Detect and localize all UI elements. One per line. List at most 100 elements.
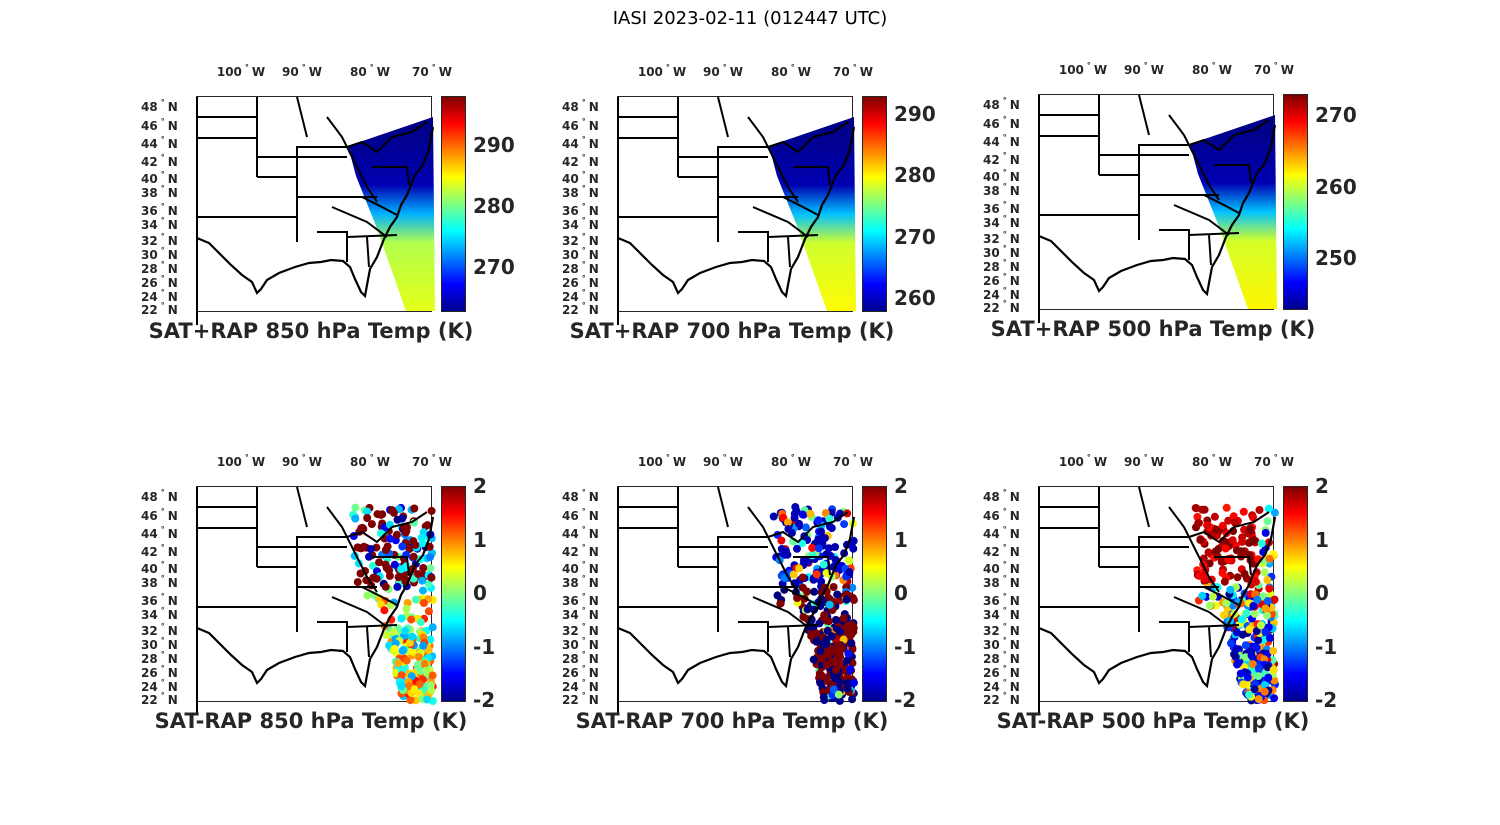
lat-value: 38: [141, 576, 158, 590]
difference-point: [398, 646, 407, 655]
lon-value: 70: [412, 455, 429, 469]
difference-point: [424, 607, 433, 616]
lat-value: 24: [983, 288, 1000, 302]
difference-point: [847, 630, 856, 639]
difference-point: [1204, 548, 1213, 557]
difference-point: [792, 506, 801, 515]
lon-tick-label: 80 ° W: [1192, 61, 1232, 77]
state-border: [1138, 94, 1150, 136]
lon-hemisphere: W: [1093, 63, 1108, 77]
state-border: [752, 596, 809, 628]
difference-point: [415, 680, 424, 689]
difference-point: [1261, 528, 1270, 537]
lat-value: 24: [562, 290, 579, 304]
difference-point: [1210, 512, 1219, 521]
lat-hemisphere: N: [167, 509, 178, 523]
lat-tick-label: 42 ° N: [141, 543, 246, 559]
colorbar-tick-label: 280: [894, 163, 936, 188]
difference-point: [1224, 516, 1233, 525]
coastline: [196, 516, 435, 689]
lon-hemisphere: W: [672, 455, 687, 469]
difference-point: [790, 513, 799, 522]
difference-point: [1245, 690, 1253, 699]
degree-symbol: °: [160, 288, 165, 297]
difference-point: [1243, 673, 1252, 682]
lat-hemisphere: N: [588, 290, 599, 304]
lat-tick-label: 34 ° N: [983, 606, 1088, 622]
difference-point: [419, 599, 428, 607]
degree-symbol: °: [1002, 168, 1007, 177]
degree-symbol: °: [301, 63, 306, 72]
lat-hemisphere: N: [588, 155, 599, 169]
panel-title: SAT-RAP 850 hPa Temp (K): [154, 709, 468, 733]
state-border: [1159, 229, 1190, 260]
difference-point: [382, 630, 391, 639]
difference-point: [1227, 639, 1235, 648]
difference-point: [1212, 525, 1221, 534]
lat-value: 40: [562, 172, 579, 186]
degree-symbol: °: [1002, 650, 1007, 659]
lat-tick-label: 42 ° N: [983, 543, 1088, 559]
lat-tick-label: 40 ° N: [562, 560, 667, 576]
state-border: [1099, 174, 1140, 215]
state-border: [752, 206, 809, 238]
lat-value: 28: [562, 262, 579, 276]
difference-point: [839, 614, 848, 623]
lat-hemisphere: N: [1009, 509, 1020, 523]
colorbar-tick-label: 270: [1315, 103, 1357, 128]
lon-hemisphere: W: [797, 65, 811, 79]
lat-value: 46: [983, 509, 1000, 523]
lat-hemisphere: N: [588, 276, 599, 290]
degree-symbol: °: [160, 117, 165, 126]
state-border: [767, 121, 849, 154]
difference-point: [424, 580, 433, 589]
lat-tick-label: 26 ° N: [141, 664, 246, 680]
lat-value: 36: [983, 594, 1000, 608]
difference-point: [410, 685, 419, 694]
lat-tick-label: 30 ° N: [983, 636, 1088, 652]
colorbar-tick-label: 0: [894, 581, 908, 605]
lat-hemisphere: N: [588, 594, 599, 608]
lon-tick-label: 100 ° W: [217, 63, 265, 79]
state-border: [366, 626, 370, 658]
degree-symbol: °: [722, 453, 727, 462]
degree-symbol: °: [160, 488, 165, 497]
difference-point: [1245, 625, 1254, 634]
colorbar-tick-label: -2: [894, 688, 917, 712]
lat-value: 36: [141, 204, 158, 218]
lat-value: 36: [562, 204, 579, 218]
lon-value: 70: [833, 65, 850, 79]
difference-point: [776, 599, 785, 608]
lat-value: 32: [141, 624, 158, 638]
difference-point: [426, 564, 435, 573]
difference-point: [799, 613, 808, 622]
difference-point: [428, 623, 437, 632]
lat-tick-label: 22 ° N: [141, 691, 246, 707]
degree-symbol: °: [1002, 560, 1007, 569]
difference-point: [1264, 673, 1273, 682]
difference-point: [829, 685, 838, 694]
lat-tick-label: 46 ° N: [562, 507, 667, 523]
difference-point: [397, 682, 406, 691]
lat-value: 38: [983, 576, 1000, 590]
degree-symbol: °: [1273, 61, 1278, 70]
lon-value: 80: [771, 455, 788, 469]
difference-point: [1256, 621, 1265, 630]
state-border: [767, 511, 849, 544]
difference-point: [1263, 611, 1271, 620]
difference-point: [798, 573, 807, 582]
lat-value: 48: [562, 100, 579, 114]
lon-tick-label: 70 ° W: [1254, 61, 1294, 77]
state-border: [738, 231, 769, 262]
lat-tick-label: 48 ° N: [141, 488, 246, 504]
map-plot: [617, 486, 858, 715]
difference-point: [405, 638, 414, 647]
difference-point: [827, 658, 836, 666]
lat-value: 22: [562, 693, 579, 707]
lon-hemisphere: W: [438, 65, 452, 79]
state-border: [782, 196, 819, 216]
state-border: [326, 116, 378, 203]
lat-tick-label: 42 ° N: [562, 153, 667, 169]
difference-point: [1263, 576, 1272, 585]
state-border: [1203, 586, 1240, 606]
